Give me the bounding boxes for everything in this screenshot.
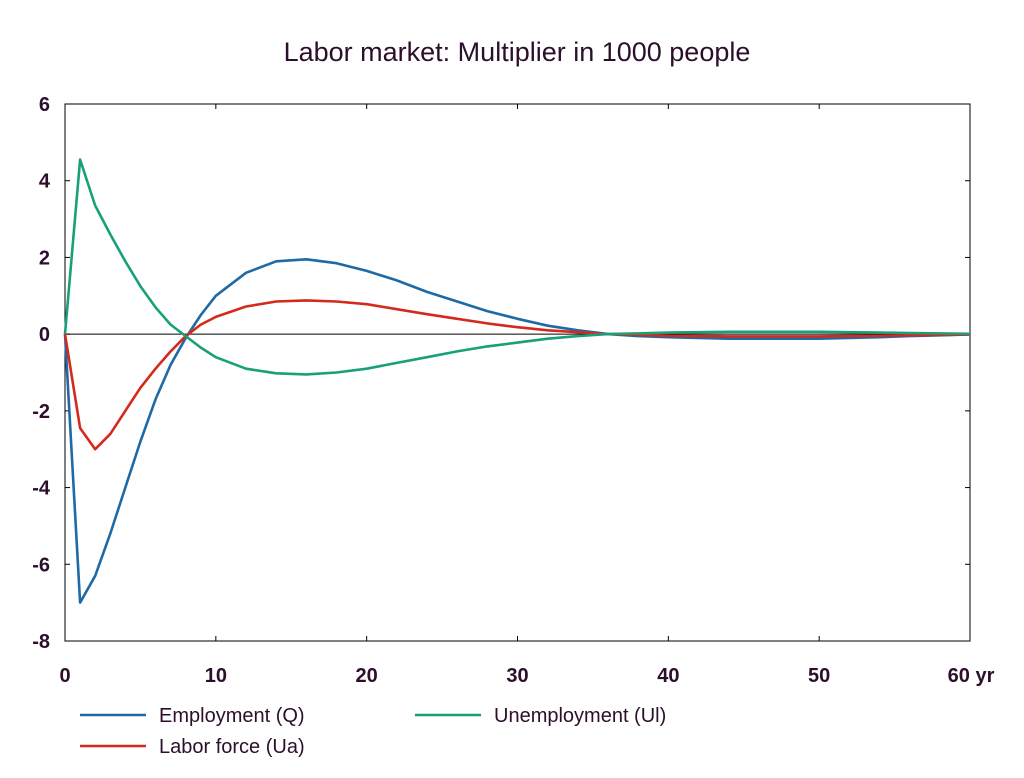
- y-tick-label: -6: [32, 554, 50, 576]
- chart-title: Labor market: Multiplier in 1000 people: [284, 37, 751, 67]
- series-line-3: [63, 158, 971, 376]
- y-tick-label: 2: [39, 247, 50, 269]
- y-tick-label: -8: [32, 631, 50, 653]
- y-tick-label: 0: [39, 324, 50, 346]
- x-tick-label: 30: [506, 665, 528, 687]
- y-tick-label: -2: [32, 401, 50, 423]
- y-tick-label: -4: [32, 478, 51, 500]
- x-tick-label: 40: [657, 665, 679, 687]
- x-tick-label: 20: [356, 665, 378, 687]
- series-line-2: [63, 299, 971, 451]
- legend-label-3: Unemployment (Ul): [494, 705, 666, 727]
- series-line-1: [63, 258, 971, 604]
- legend-label-2: Labor force (Ua): [159, 736, 305, 758]
- legend: Employment (Q) Labor force (Ua) Unemployme…: [80, 705, 666, 758]
- x-tick-label: 50: [808, 665, 830, 687]
- plot-frame: [64, 103, 971, 642]
- series-group: [63, 158, 971, 604]
- y-tick-label: 6: [39, 94, 50, 116]
- legend-label-1: Employment (Q): [159, 705, 305, 727]
- y-tick-label: 4: [39, 171, 51, 193]
- x-tick-label: 10: [205, 665, 227, 687]
- x-tick-label: 60 yr: [948, 665, 995, 687]
- x-tick-label: 0: [59, 665, 70, 687]
